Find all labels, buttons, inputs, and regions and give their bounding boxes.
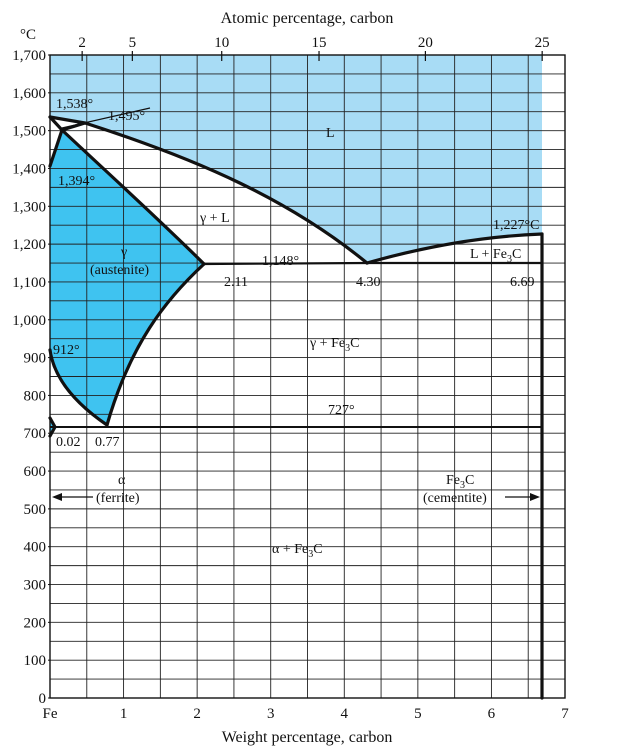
y-tick-label: 600 [24, 464, 47, 480]
bottom-tick-label: Fe [43, 706, 58, 722]
ferrite-arrowhead [52, 493, 62, 501]
y-tick-label: 800 [24, 388, 47, 404]
label-austenite: (austenite) [90, 263, 149, 278]
liquidus-left [48, 115, 369, 265]
label-gamma-fe3c: γ + Fe3C [309, 336, 359, 354]
liquid-region [50, 55, 542, 263]
austenite-left-solvus [48, 128, 64, 168]
y-tick-label: 1,000 [12, 313, 46, 329]
bottom-axis-title: Weight percentage, carbon [222, 729, 393, 746]
label-gamma-liquid: γ + L [199, 211, 230, 226]
y-tick-label: 1,400 [12, 161, 46, 177]
label-ferrite: (ferrite) [96, 491, 140, 506]
label-alpha: α [118, 473, 126, 488]
phase-boundaries [48, 107, 544, 700]
eutectic-isotherm [202, 261, 544, 266]
y-tick-label: 0 [39, 691, 47, 707]
grid [49, 54, 566, 699]
liquidus-right [365, 232, 544, 265]
austenite-region [50, 130, 204, 425]
top-axis-title: Atomic percentage, carbon [221, 10, 394, 27]
y-tick-label: 300 [24, 578, 47, 594]
label-1394: 1,394° [58, 174, 95, 189]
temperature-unit: °C [20, 27, 36, 43]
solidus-1495-line [61, 107, 151, 129]
label-727: 727° [328, 403, 355, 418]
label-1495: 1,495° [108, 109, 145, 124]
bottom-tick-labels: Fe 1 2 3 4 5 6 7 [43, 706, 570, 722]
solidus [60, 128, 206, 266]
label-1148: 1,148° [262, 254, 299, 269]
y-tick-labels: 1,700 1,600 1,500 1,400 1,300 1,200 1,100 1,000… [12, 48, 50, 707]
top-tick-labels: 2 5 10 15 20 25 [78, 35, 550, 61]
label-6-69: 6.69 [510, 275, 535, 290]
bottom-tick-label: 3 [267, 706, 275, 722]
y-tick-label: 1,600 [12, 86, 46, 102]
y-tick-label: 400 [24, 540, 47, 556]
bottom-tick-label: 6 [488, 706, 496, 722]
bottom-tick-label: 2 [193, 706, 201, 722]
label-0-77: 0.77 [95, 435, 120, 450]
annotations: 1,538° 1,495° 1,394° L γ + L 1,227°C γ (… [53, 97, 539, 560]
acm-line [105, 262, 206, 427]
label-1227: 1,227°C [493, 218, 539, 233]
label-gamma: γ [120, 245, 127, 260]
region-arrows [52, 493, 540, 501]
label-0-02: 0.02 [56, 435, 81, 450]
top-tick-label: 15 [312, 35, 327, 51]
cementite-arrowhead [530, 493, 540, 501]
bottom-tick-label: 1 [120, 706, 128, 722]
y-tick-label: 1,500 [12, 124, 46, 140]
plot-frame [49, 54, 566, 699]
label-l-fe3c: L + Fe3C [470, 247, 521, 265]
bottom-tick-label: 5 [414, 706, 422, 722]
label-liquid: L [326, 126, 335, 141]
y-tick-label: 200 [24, 615, 47, 631]
label-cementite: (cementite) [423, 491, 487, 506]
top-tick-label: 2 [78, 35, 86, 51]
y-tick-label: 100 [24, 653, 47, 669]
top-tick-label: 5 [129, 35, 137, 51]
top-tick-label: 20 [418, 35, 433, 51]
y-tick-label: 700 [24, 426, 47, 442]
y-tick-label: 1,700 [12, 48, 46, 64]
label-4-30: 4.30 [356, 275, 381, 290]
label-alpha-fe3c: α + Fe3C [272, 542, 323, 560]
label-2-11: 2.11 [224, 275, 248, 290]
y-tick-label: 1,200 [12, 237, 46, 253]
y-tick-label: 1,300 [12, 199, 46, 215]
top-tick-label: 10 [214, 35, 229, 51]
top-tick-label: 25 [535, 35, 550, 51]
y-tick-label: 500 [24, 502, 47, 518]
a3-line [48, 348, 109, 427]
label-1538: 1,538° [56, 97, 93, 112]
y-tick-label: 1,100 [12, 275, 46, 291]
y-tick-label: 900 [24, 351, 47, 367]
label-912: 912° [53, 343, 80, 358]
bottom-tick-label: 4 [341, 706, 349, 722]
bottom-tick-label: 7 [561, 706, 569, 722]
label-fe3c: Fe3C [446, 473, 474, 491]
